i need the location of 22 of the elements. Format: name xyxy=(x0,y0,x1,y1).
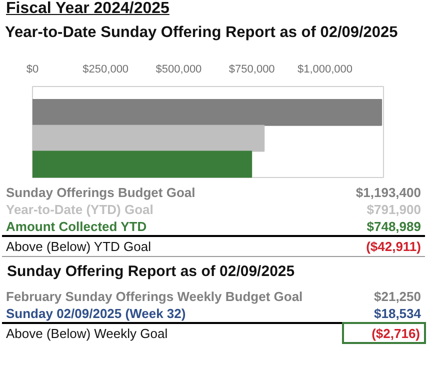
text: Amount Collected YTD xyxy=(5,218,148,236)
x-tick-label: $750,000 xyxy=(228,64,275,76)
text: Above (Below) Weekly Goal xyxy=(5,325,169,343)
text: $21,250 xyxy=(373,288,422,305)
x-tick-label: $500,000 xyxy=(156,64,202,76)
text: $18,534 xyxy=(373,305,422,323)
x-tick-label: $1,000,000 xyxy=(297,64,353,76)
text: ($42,911) xyxy=(343,236,425,256)
text: Above (Below) YTD Goal xyxy=(2,236,344,256)
text: Year-to-Date (YTD) Goal xyxy=(5,201,154,218)
text: February Sunday Offerings Weekly Budget Goal xyxy=(5,288,304,305)
text: Sunday Offerings Budget Goal xyxy=(5,184,196,201)
text: ($2,716) xyxy=(343,323,425,343)
title: Fiscal Year 2024/2025 xyxy=(6,0,170,18)
text: Sunday Offering Report as of 02/09/2025 xyxy=(6,262,296,282)
x-tick-label: $0 xyxy=(26,64,39,76)
subtitle: Year-to-Date Sunday Offering Report as of 02/09/2025 xyxy=(5,24,398,42)
text: $1,193,400 xyxy=(354,184,422,201)
text: $748,989 xyxy=(366,218,422,236)
text: $791,900 xyxy=(366,201,422,218)
x-tick-label: $250,000 xyxy=(82,64,129,76)
text: Sunday 02/09/2025 (Week 32) xyxy=(5,305,187,323)
